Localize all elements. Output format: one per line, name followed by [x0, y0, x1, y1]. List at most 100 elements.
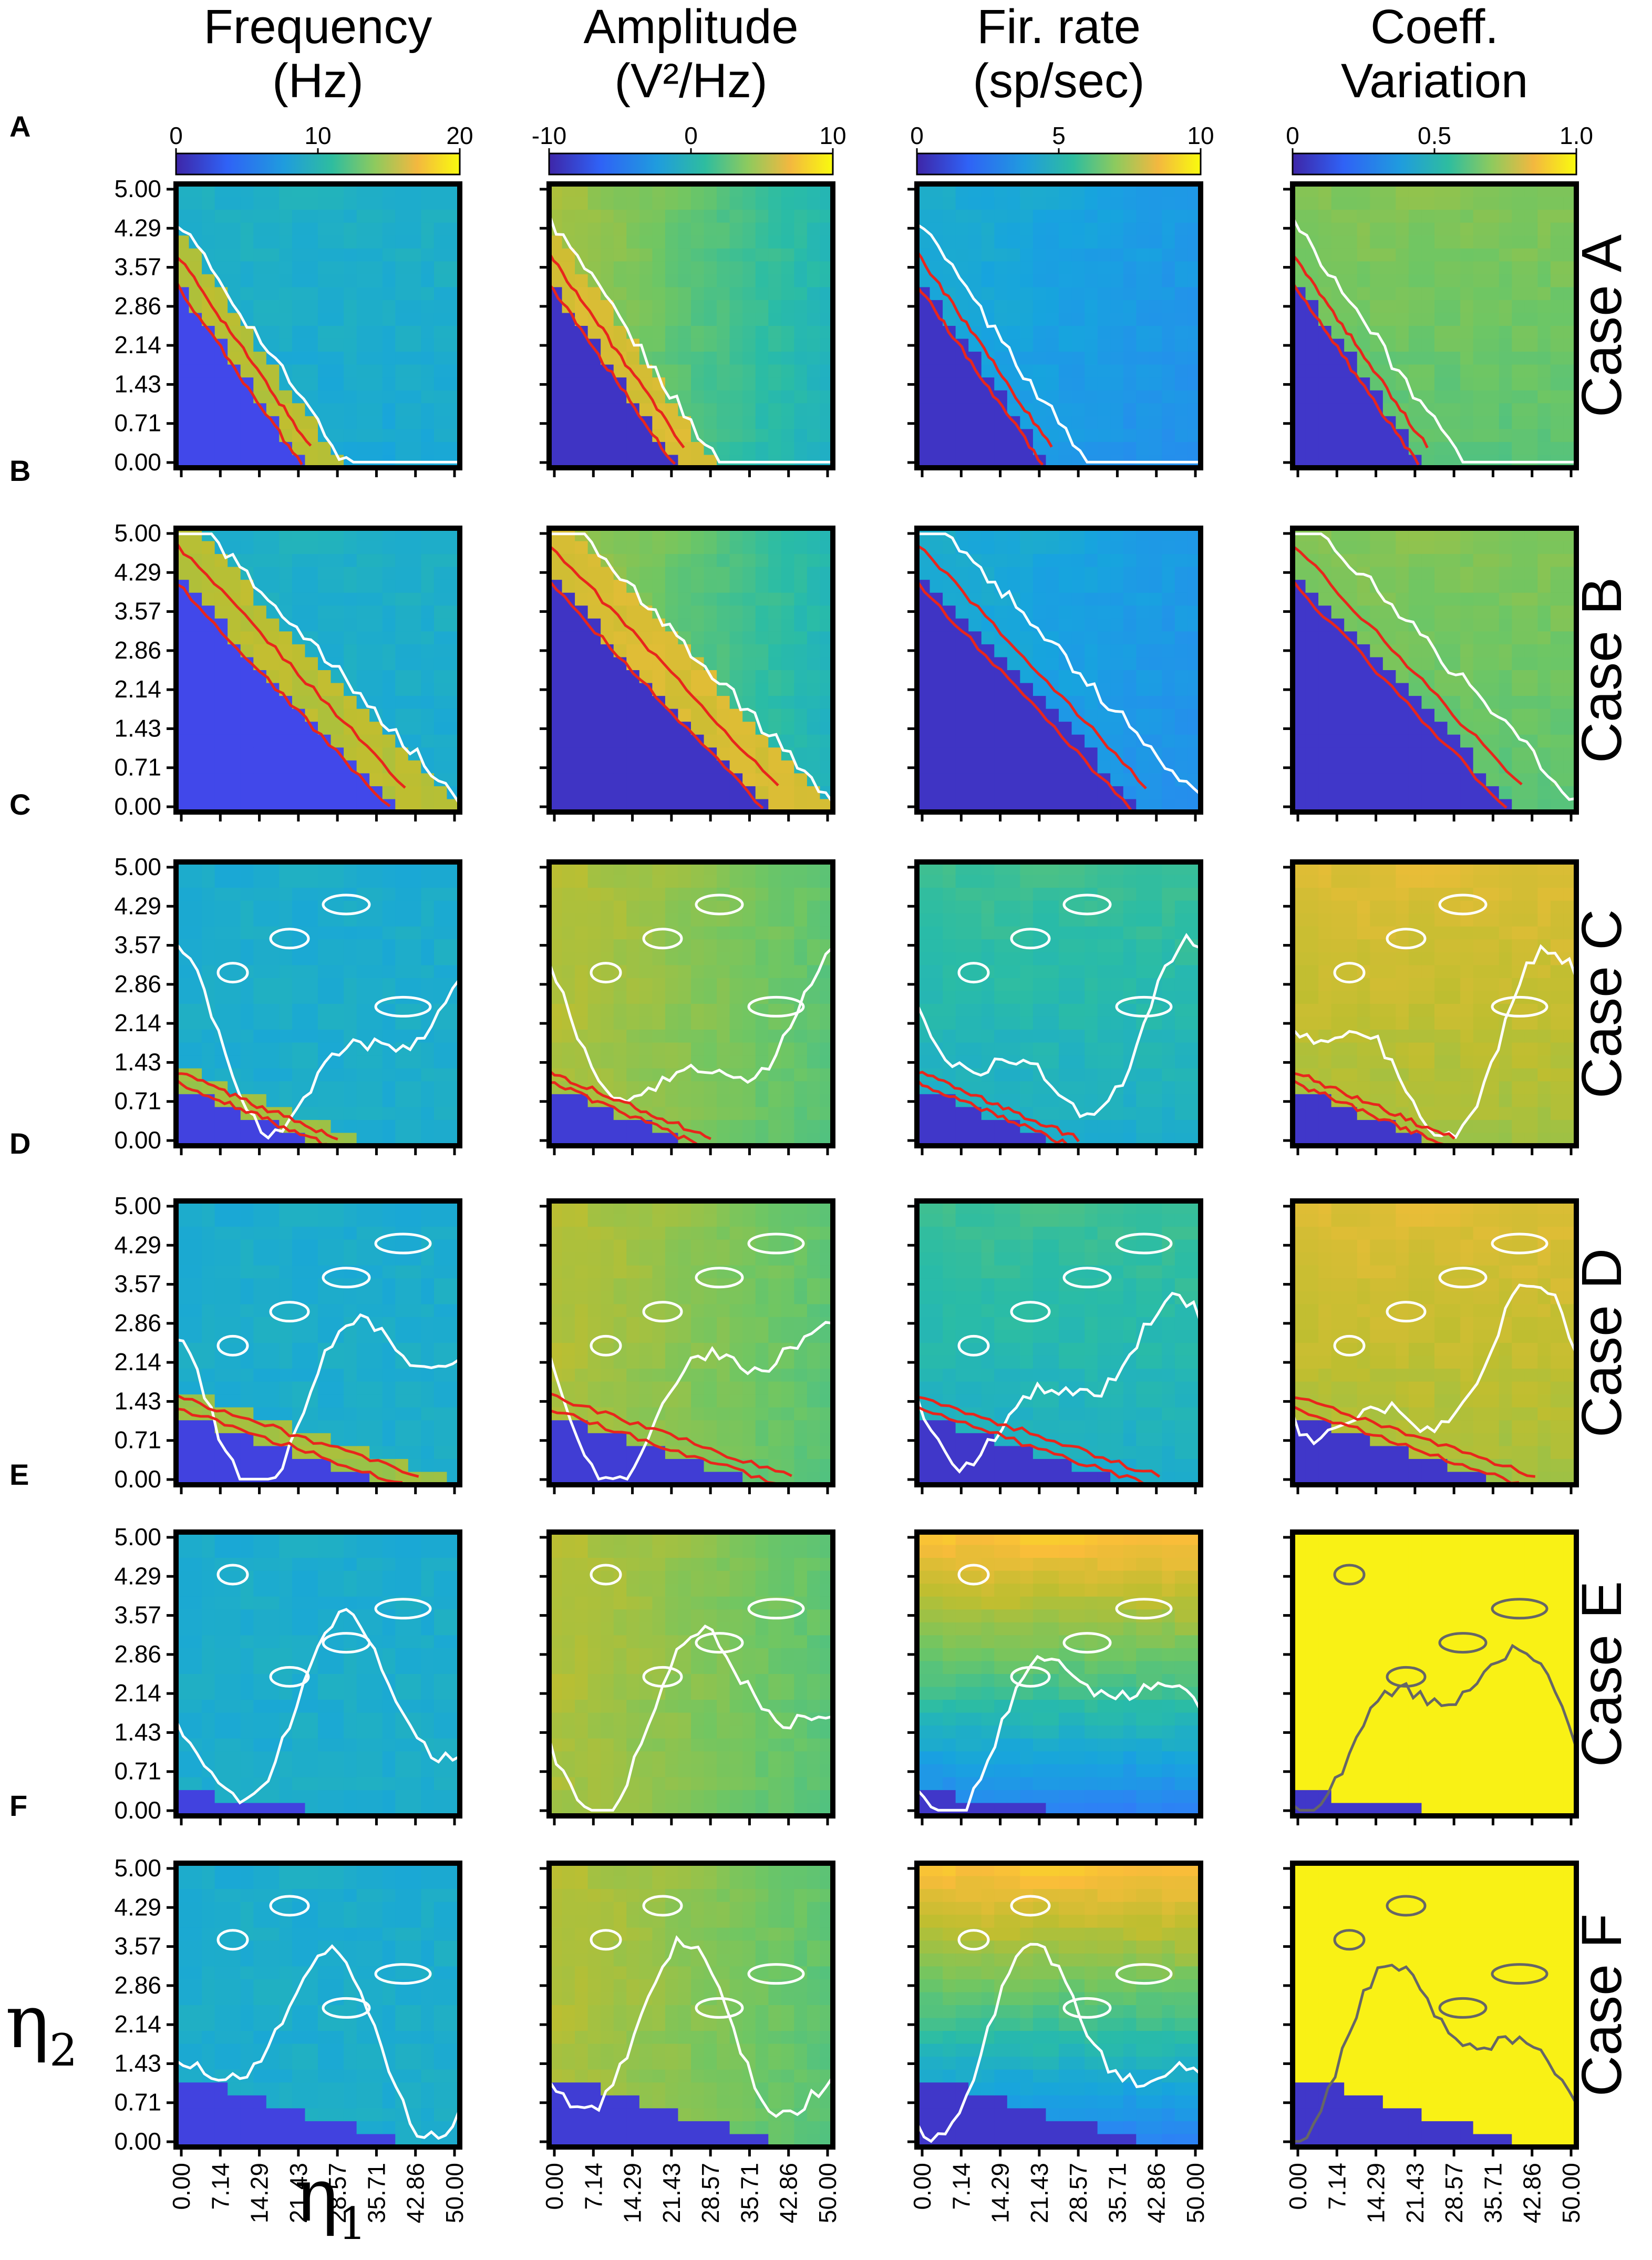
heatmap-cell: [395, 416, 409, 429]
heatmap-cell: [768, 670, 782, 684]
heatmap-cell: [807, 618, 821, 632]
heatmap-cell: [1550, 210, 1564, 223]
heatmap-cell: [1473, 222, 1486, 236]
heatmap-cell: [665, 313, 679, 326]
heatmap-cell: [1046, 441, 1059, 456]
heatmap-cell: [331, 605, 344, 619]
heatmap-cell: [930, 197, 943, 210]
heatmap-cell: [968, 696, 982, 710]
heatmap-cell: [755, 1042, 769, 1056]
heatmap-cell: [587, 734, 601, 748]
heatmap-cell: [639, 722, 653, 735]
heatmap-cell: [356, 991, 370, 1004]
heatmap-cell: [781, 631, 794, 645]
heatmap-cell: [968, 313, 982, 326]
heatmap-cell: [253, 441, 267, 456]
heatmap-cell: [742, 222, 756, 236]
heatmap-cell: [742, 926, 756, 940]
heatmap-cell: [678, 618, 691, 632]
heatmap-cell: [652, 760, 666, 774]
heatmap-cell: [626, 1030, 640, 1043]
heatmap-cell: [433, 631, 448, 645]
heatmap-cell: [1085, 261, 1098, 275]
heatmap-cell: [1059, 403, 1072, 417]
heatmap-cell: [587, 773, 601, 787]
heatmap-cell: [1136, 567, 1150, 580]
heatmap-cell: [981, 429, 995, 443]
heatmap-cell: [292, 326, 306, 340]
heatmap-cell: [305, 222, 318, 236]
heatmap-cell: [1174, 670, 1189, 684]
heatmap-cell: [1020, 235, 1034, 249]
heatmap-cell: [408, 734, 421, 748]
heatmap-cell: [433, 939, 448, 953]
heatmap-cell: [575, 1055, 588, 1069]
heatmap-cell: [704, 631, 717, 645]
colorbar-tick-label: -10: [532, 122, 566, 149]
heatmap-cell: [613, 900, 627, 914]
heatmap-cell: [408, 541, 421, 554]
heatmap-cell: [1421, 287, 1435, 301]
heatmap-cell: [1097, 377, 1111, 391]
heatmap-cell: [1382, 197, 1396, 210]
heatmap-cell: [1046, 300, 1059, 314]
heatmap-cell: [408, 965, 421, 979]
heatmap-cell: [1512, 696, 1525, 710]
heatmap-cell: [1550, 760, 1564, 774]
heatmap-cell: [1305, 197, 1319, 210]
heatmap-cell: [587, 696, 601, 710]
heatmap-cell: [1032, 326, 1047, 340]
heatmap-cell: [781, 235, 794, 249]
heatmap-cell: [331, 1004, 344, 1018]
heatmap-cell: [665, 786, 679, 800]
heatmap-cell: [717, 939, 730, 953]
heatmap-cell: [742, 875, 756, 888]
heatmap-cell: [1421, 567, 1435, 580]
heatmap-cell: [292, 773, 306, 787]
heatmap-cell: [665, 1030, 679, 1043]
heatmap-cell: [587, 1004, 601, 1018]
colorbar: [175, 152, 461, 176]
column-title-line1: Frequency: [204, 0, 432, 54]
heatmap-cell: [1499, 429, 1512, 443]
heatmap-cell: [305, 541, 318, 554]
heatmap-cell: [729, 403, 743, 417]
heatmap-cell: [665, 352, 679, 365]
heatmap-cell: [1149, 210, 1162, 223]
heatmap-cell: [1123, 429, 1137, 443]
heatmap-cell: [968, 618, 982, 632]
y-tick-label: 2.14: [114, 675, 161, 703]
heatmap-cell: [433, 913, 448, 927]
heatmap-cell: [742, 390, 756, 404]
heatmap-cell: [318, 352, 332, 365]
heatmap-cell: [968, 670, 982, 684]
heatmap-cell: [562, 338, 575, 352]
colorbar-tick-label: 0.5: [1418, 122, 1451, 149]
heatmap-cell: [930, 670, 943, 684]
heatmap-cell: [930, 786, 943, 800]
heatmap-cell: [292, 541, 306, 554]
heatmap-cell: [1344, 786, 1358, 800]
heatmap-cell: [344, 875, 357, 888]
heatmap-cell: [1110, 580, 1124, 593]
heatmap-cell: [202, 1119, 215, 1134]
heatmap-cell: [1046, 338, 1059, 352]
heatmap-cell: [240, 631, 254, 645]
heatmap-cell: [202, 786, 215, 800]
heatmap-cell: [575, 429, 588, 443]
heatmap-cell: [433, 274, 448, 287]
heatmap-cell: [807, 567, 821, 580]
heatmap-cell: [266, 554, 280, 568]
heatmap-cell: [421, 313, 435, 326]
heatmap-cell: [1550, 657, 1564, 671]
heatmap-cell: [356, 592, 370, 606]
heatmap-cell: [1162, 580, 1175, 593]
heatmap-cell: [794, 592, 808, 606]
heatmap-cell: [613, 441, 627, 456]
heatmap-cell: [214, 429, 228, 443]
heatmap-cell: [1421, 364, 1435, 378]
contour-line-red: [175, 582, 391, 807]
heatmap-cell: [652, 274, 666, 287]
heatmap-cell: [1097, 605, 1111, 619]
heatmap-cell: [691, 300, 705, 314]
